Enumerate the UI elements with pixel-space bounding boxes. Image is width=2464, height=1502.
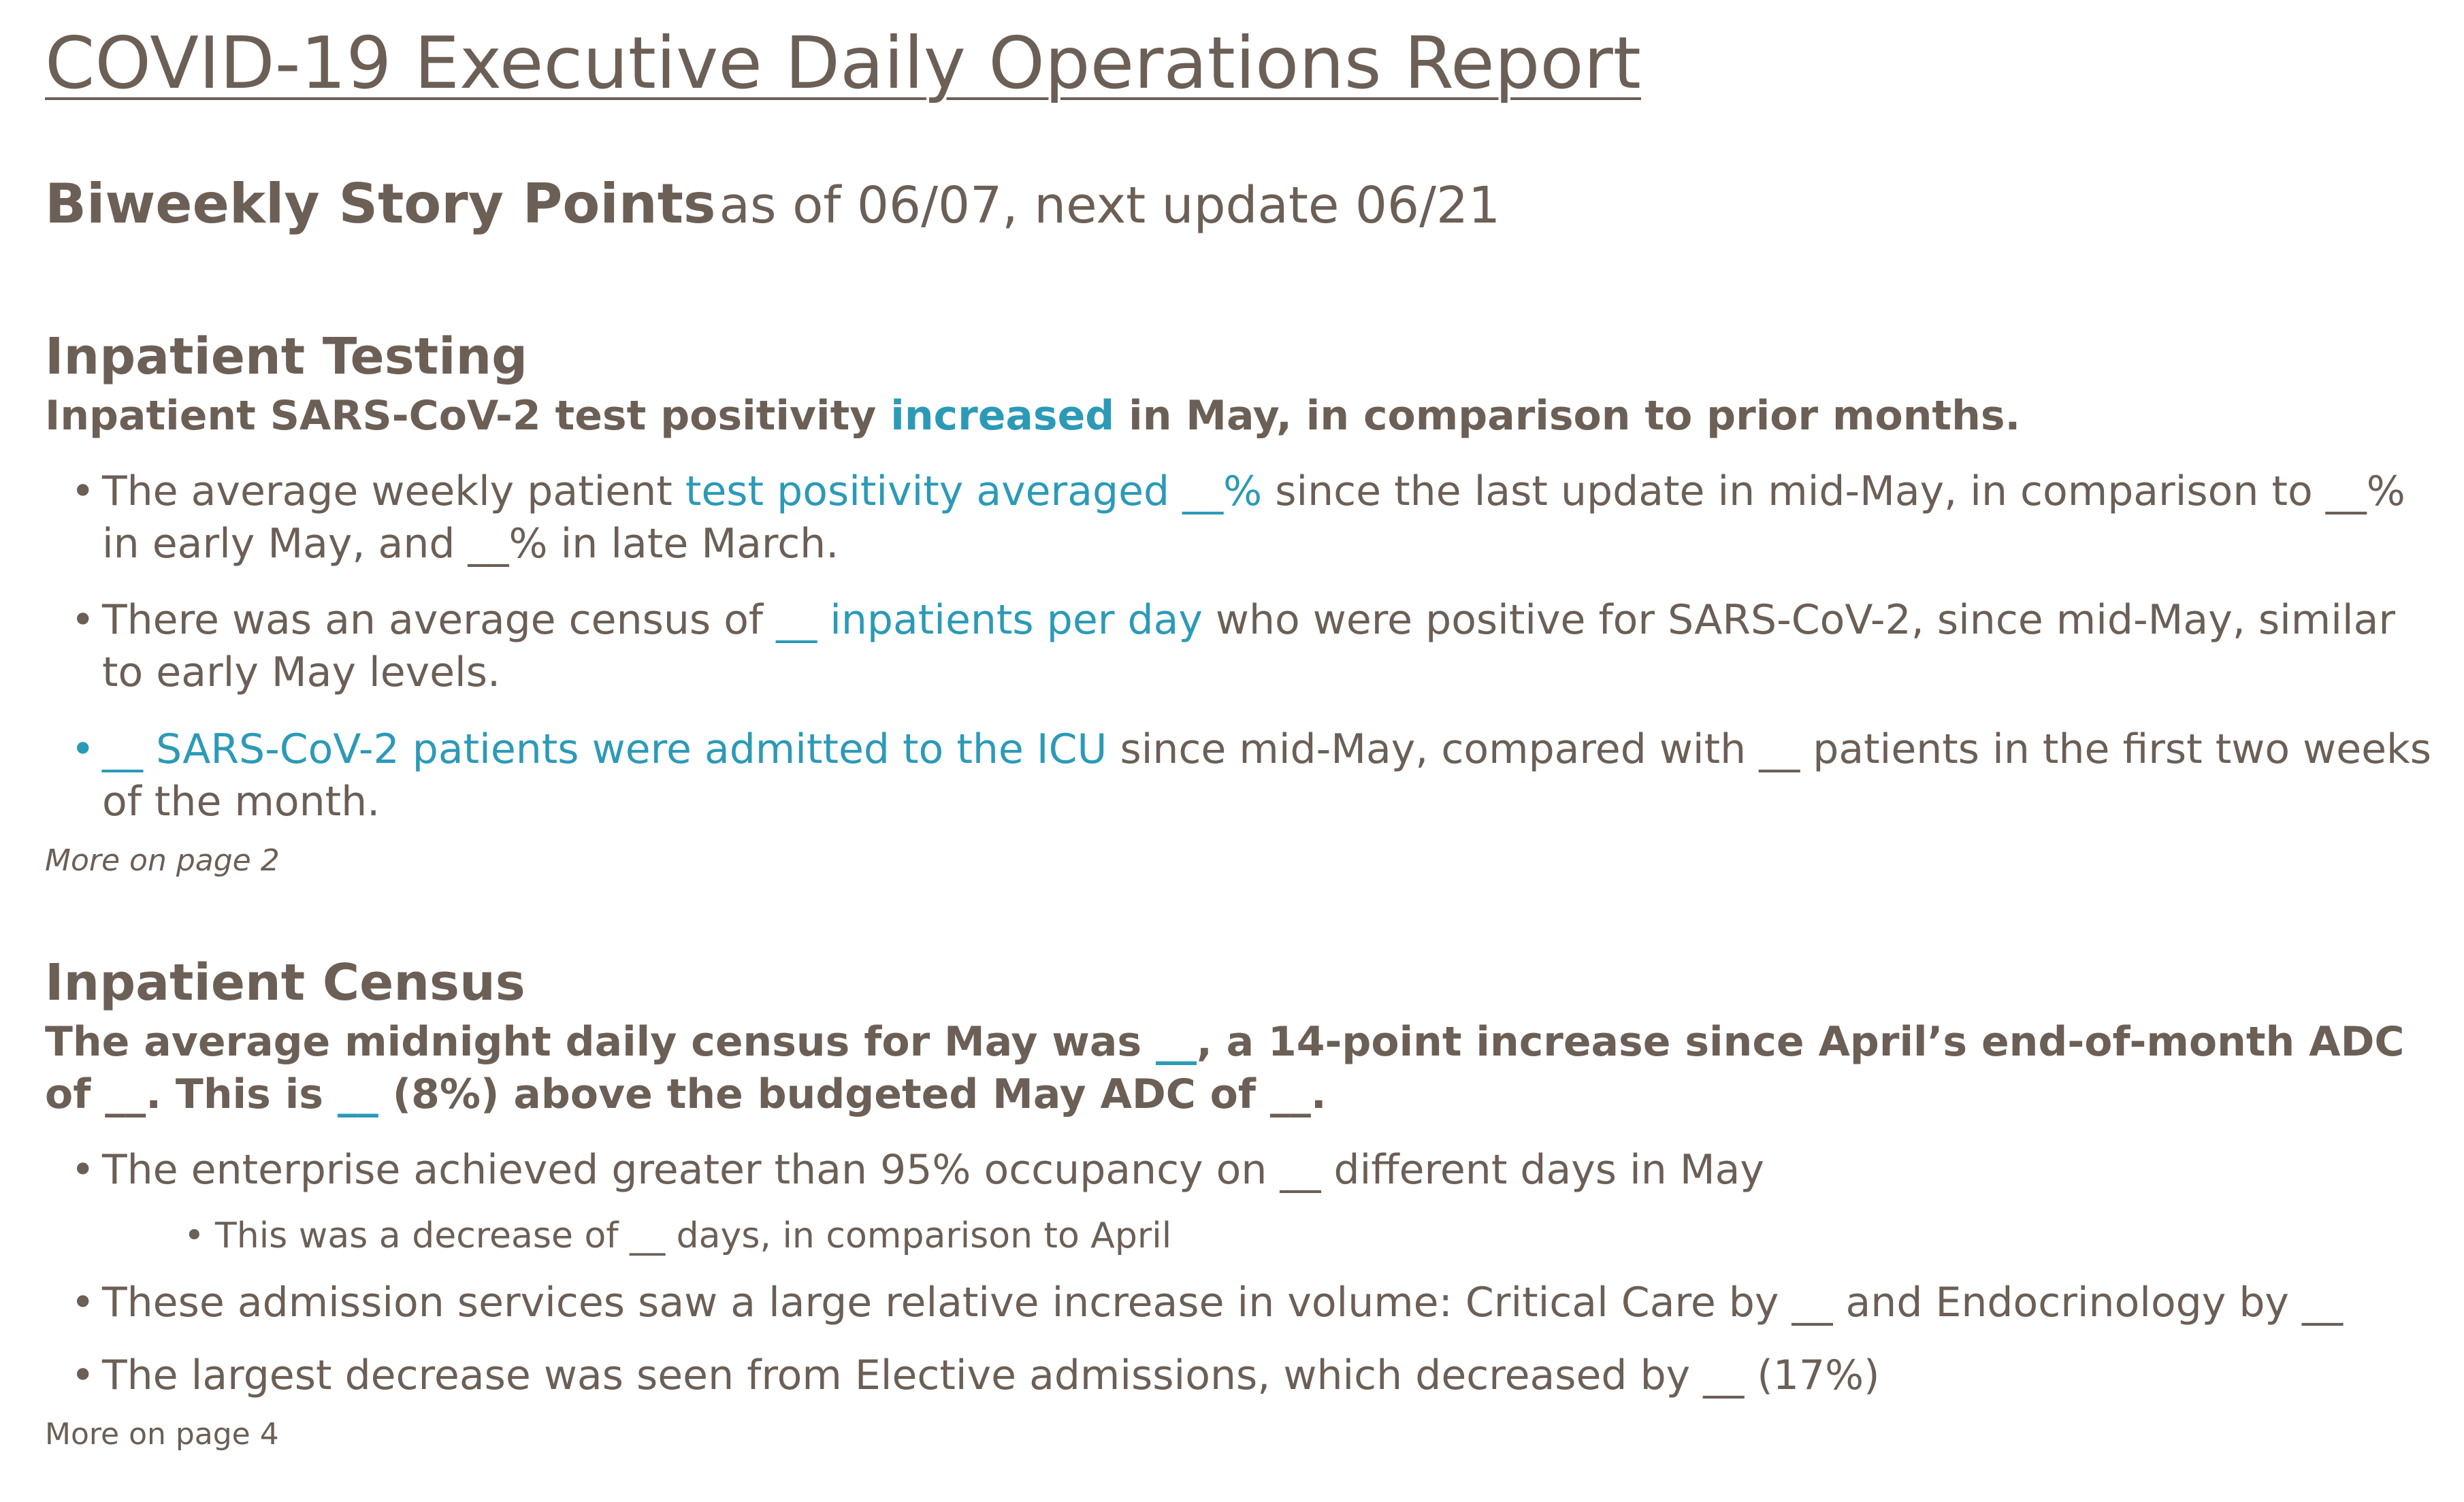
bullet-text: There was an average census of [102,596,777,644]
bullet-text: since mid-May, compared with __ patients… [102,725,2432,826]
sub-list-item: This was a decrease of __ days, in compa… [45,1213,2444,1259]
testing-lead-before: Inpatient SARS-CoV-2 test positivity [45,392,891,440]
bullet-highlight: test positivity averaged __% [685,467,1263,515]
bullet-text: The average weekly patient [102,467,685,515]
testing-lead: Inpatient SARS-CoV-2 test positivity inc… [45,390,2444,442]
list-item: These admission services saw a large rel… [45,1277,2444,1329]
census-lead: The average midnight daily census for Ma… [45,1016,2444,1121]
testing-more-link: More on page 2 [45,843,280,878]
bullet-highlight: __ inpatients per day [776,596,1203,644]
report-title: COVID-19 Executive Daily Operations Repo… [45,22,1641,105]
list-item: __ SARS-CoV-2 patients were admitted to … [45,723,2444,828]
list-item: There was an average census of __ inpati… [45,594,2444,699]
testing-lead-highlight: increased [890,392,1115,440]
story-points-date: as of 06/07, next update 06/21 [719,176,1501,235]
census-more-link: More on page 4 [45,1416,279,1452]
section-title-census: Inpatient Census [45,953,525,1012]
bullet-text: who were positive for SARS-CoV-2, since … [102,596,2396,697]
testing-lead-after: in May, in comparison to prior months. [1114,392,2021,440]
bullet-highlight: __ SARS-CoV-2 patients were admitted to … [102,725,1107,774]
inpatient-census-section: Inpatient Census The average midnight da… [45,953,2444,1452]
story-points-line: Biweekly Story Points as of 06/07, next … [45,172,1500,237]
list-item: The enterprise achieved greater than 95%… [45,1144,2444,1196]
census-lead-highlight: __ [1155,1018,1197,1066]
census-lead-highlight: __ [337,1070,378,1118]
testing-bullets: The average weekly patient test positivi… [45,466,2444,828]
section-title-testing: Inpatient Testing [45,327,528,386]
list-item: The largest decrease was seen from Elect… [45,1350,2444,1402]
story-points-label: Biweekly Story Points [45,172,716,235]
list-item: The average weekly patient test positivi… [45,466,2444,570]
inpatient-testing-section: Inpatient Testing Inpatient SARS-CoV-2 t… [45,327,2444,879]
census-bullets: The enterprise achieved greater than 95%… [45,1144,2444,1402]
census-lead-text: (8%) above the budgeted May ADC of __. [378,1070,1327,1118]
bullet-text: since the last update in mid-May, in com… [102,467,2405,568]
census-lead-text: , a 14-point increase since April’s end-… [45,1018,2405,1118]
census-lead-text: The average midnight daily census for Ma… [45,1018,1156,1066]
